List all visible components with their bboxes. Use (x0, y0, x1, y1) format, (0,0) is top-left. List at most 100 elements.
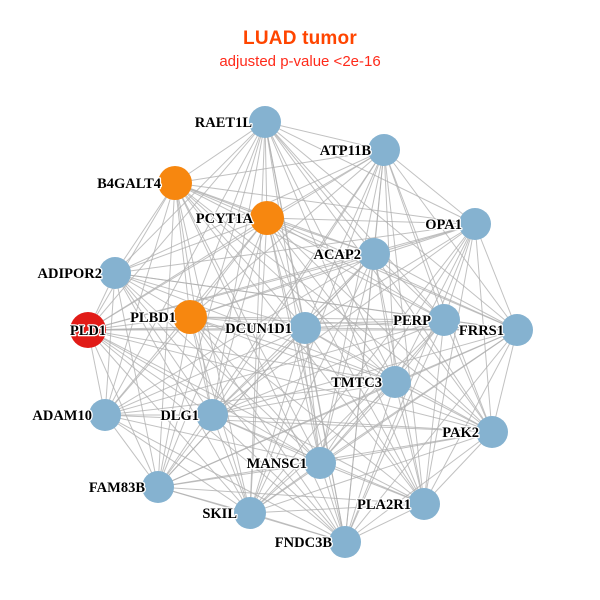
node-acap2[interactable] (358, 238, 390, 270)
node-adam10[interactable] (89, 399, 121, 431)
edge-b4galt4-fam83b (157, 182, 176, 488)
edge-opa1-dcun1d1 (304, 223, 476, 329)
edge-dcun1d1-mansc1 (304, 327, 321, 464)
node-label-skil: SKIL (202, 506, 237, 522)
edge-perp-adam10 (104, 319, 445, 416)
edge-b4galt4-tmtc3 (174, 182, 396, 383)
edge-dlg1-fndc3b (211, 414, 346, 543)
edge-pcyt1a-fam83b (157, 217, 268, 488)
node-dlg1[interactable] (196, 399, 228, 431)
node-adipor2[interactable] (99, 257, 131, 289)
node-pcyt1a[interactable] (250, 201, 284, 235)
edge-pld1-raet1l (87, 121, 266, 331)
node-mansc1[interactable] (304, 447, 336, 479)
edge-tmtc3-pak2 (394, 381, 493, 433)
node-label-plbd1: PLBD1 (130, 310, 176, 326)
edge-pld1-skil (87, 329, 251, 514)
node-atp11b[interactable] (368, 134, 400, 166)
node-label-perp: PERP (393, 313, 431, 329)
edge-raet1l-opa1 (264, 121, 476, 225)
edge-atp11b-perp (383, 149, 445, 321)
edge-dcun1d1-adam10 (104, 327, 306, 416)
edge-perp-mansc1 (319, 319, 445, 464)
edge-b4galt4-pak2 (174, 182, 493, 433)
node-fndc3b[interactable] (329, 526, 361, 558)
edge-acap2-pak2 (373, 253, 493, 433)
edge-dcun1d1-dlg1 (211, 327, 306, 416)
edge-adipor2-adam10 (104, 272, 116, 416)
edge-perp-dcun1d1 (304, 319, 445, 329)
node-opa1[interactable] (459, 208, 491, 240)
edge-b4galt4-raet1l (174, 121, 266, 184)
node-fam83b[interactable] (142, 471, 174, 503)
edge-pla2r1-fam83b (157, 486, 425, 505)
edge-tmtc3-mansc1 (319, 381, 396, 464)
edge-raet1l-dlg1 (211, 121, 266, 416)
edge-tmtc3-pla2r1 (394, 381, 425, 505)
edge-adipor2-fam83b (114, 272, 159, 488)
edge-plbd1-pak2 (189, 316, 493, 433)
edge-pld1-fam83b (87, 329, 159, 488)
edge-raet1l-perp (264, 121, 445, 321)
edge-plbd1-fndc3b (189, 316, 346, 543)
edge-plbd1-acap2 (189, 253, 375, 318)
edge-plbd1-adam10 (104, 316, 191, 416)
node-pak2[interactable] (476, 416, 508, 448)
node-pld1[interactable] (70, 312, 106, 348)
edge-dcun1d1-skil (249, 327, 306, 514)
edge-raet1l-tmtc3 (264, 121, 396, 383)
node-label-pcyt1a: PCYT1A (196, 211, 254, 227)
edge-raet1l-fam83b (157, 121, 266, 488)
edge-pcyt1a-plbd1 (189, 217, 268, 318)
node-tmtc3[interactable] (379, 366, 411, 398)
node-frrs1[interactable] (501, 314, 533, 346)
edge-pcyt1a-skil (249, 217, 268, 514)
node-label-pld1: PLD1 (70, 323, 106, 339)
edge-atp11b-pak2 (383, 149, 493, 433)
node-label-tmtc3: TMTC3 (331, 375, 382, 391)
node-label-opa1: OPA1 (425, 217, 462, 233)
node-label-dcun1d1: DCUN1D1 (225, 321, 292, 337)
node-label-b4galt4: B4GALT4 (97, 176, 161, 192)
node-b4galt4[interactable] (158, 166, 192, 200)
edge-mansc1-fam83b (157, 462, 321, 488)
edge-skil-fndc3b (249, 512, 346, 543)
edge-b4galt4-dlg1 (174, 182, 213, 416)
edge-dlg1-skil (211, 414, 251, 514)
edge-dcun1d1-fam83b (157, 327, 306, 488)
edge-raet1l-adipor2 (114, 121, 266, 274)
edge-opa1-dlg1 (211, 223, 476, 416)
edge-atp11b-dlg1 (211, 149, 385, 416)
edge-adam10-pak2 (104, 414, 493, 433)
edge-atp11b-adipor2 (114, 149, 385, 274)
edge-opa1-frrs1 (474, 223, 518, 331)
edge-opa1-perp (443, 223, 476, 321)
edge-opa1-acap2 (373, 223, 476, 255)
node-skil[interactable] (234, 497, 266, 529)
edge-dcun1d1-pla2r1 (304, 327, 425, 505)
edge-adipor2-dlg1 (114, 272, 213, 416)
node-label-dlg1: DLG1 (160, 408, 199, 424)
edge-dcun1d1-tmtc3 (304, 327, 396, 383)
edge-pcyt1a-dcun1d1 (266, 217, 306, 329)
edge-dlg1-pak2 (211, 414, 493, 433)
edge-tmtc3-fam83b (157, 381, 396, 488)
node-raet1l[interactable] (249, 106, 281, 138)
edge-adam10-fndc3b (104, 414, 346, 543)
edge-pcyt1a-fndc3b (266, 217, 346, 543)
edge-pld1-dlg1 (87, 329, 213, 416)
edge-adam10-skil (104, 414, 251, 514)
edge-raet1l-atp11b (264, 121, 385, 151)
edge-opa1-adipor2 (114, 223, 476, 274)
edge-acap2-tmtc3 (373, 253, 396, 383)
node-perp[interactable] (428, 304, 460, 336)
node-pla2r1[interactable] (408, 488, 440, 520)
node-labels-layer: RAET1L ATP11B B4GALT4 PCYT1A OPA1 ACAP2 ADIPOR… (31, 114, 505, 553)
edge-plbd1-pla2r1 (189, 316, 425, 505)
edge-atp11b-dcun1d1 (304, 149, 385, 329)
edge-pak2-pla2r1 (423, 431, 493, 505)
edge-plbd1-opa1 (189, 223, 476, 318)
node-dcun1d1[interactable] (289, 312, 321, 344)
node-plbd1[interactable] (173, 300, 207, 334)
